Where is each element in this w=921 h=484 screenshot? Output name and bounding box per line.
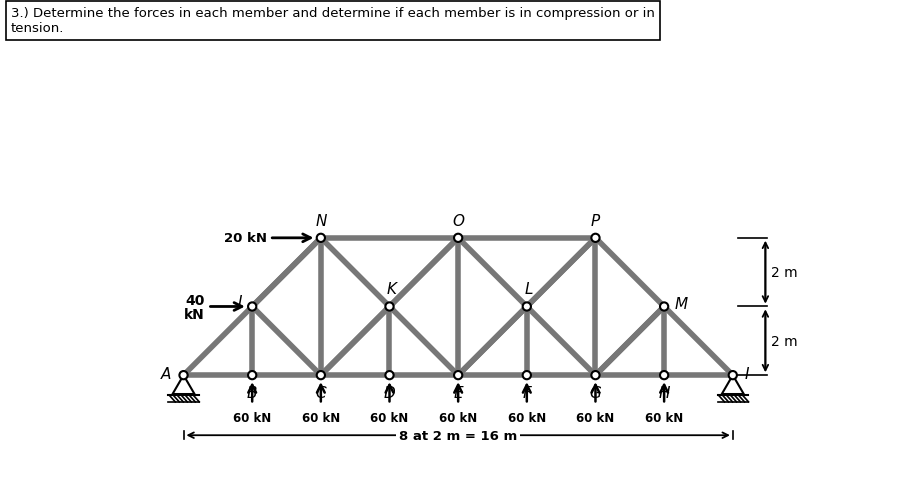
Circle shape [660,302,669,311]
Text: 60 kN: 60 kN [439,411,477,424]
Text: J: J [238,294,242,309]
Text: G: G [589,385,601,400]
Text: 60 kN: 60 kN [302,411,340,424]
Text: O: O [452,214,464,229]
Text: B: B [247,385,258,400]
Circle shape [248,371,256,379]
Circle shape [660,371,669,379]
Circle shape [385,302,393,311]
Text: 60 kN: 60 kN [370,411,409,424]
Text: 2 m: 2 m [771,266,798,280]
Circle shape [591,371,600,379]
Text: 3.) Determine the forces in each member and determine if each member is in compr: 3.) Determine the forces in each member … [11,7,655,35]
Circle shape [248,302,256,311]
Text: 2 m: 2 m [771,334,798,348]
Text: A: A [161,366,171,381]
Text: I: I [745,366,750,381]
Text: 20 kN: 20 kN [224,232,266,245]
Text: P: P [591,214,600,229]
Text: F: F [522,385,531,400]
Circle shape [729,371,737,379]
Text: 8 at 2 m = 16 m: 8 at 2 m = 16 m [399,429,518,442]
Text: H: H [659,385,670,400]
Circle shape [454,234,462,242]
Text: M: M [674,296,688,311]
Text: 60 kN: 60 kN [507,411,546,424]
Text: L: L [524,282,532,297]
Circle shape [523,302,530,311]
Text: K: K [386,282,396,297]
Text: kN: kN [184,307,204,321]
Text: 60 kN: 60 kN [645,411,683,424]
Text: D: D [384,385,395,400]
Text: N: N [315,214,327,229]
Text: 60 kN: 60 kN [233,411,272,424]
Circle shape [454,371,462,379]
Circle shape [317,234,325,242]
Circle shape [523,371,530,379]
Circle shape [317,371,325,379]
Circle shape [385,371,393,379]
Text: 60 kN: 60 kN [577,411,614,424]
Circle shape [591,234,600,242]
Text: E: E [453,385,463,400]
Text: C: C [316,385,326,400]
Circle shape [180,371,188,379]
Text: 40: 40 [185,294,204,308]
